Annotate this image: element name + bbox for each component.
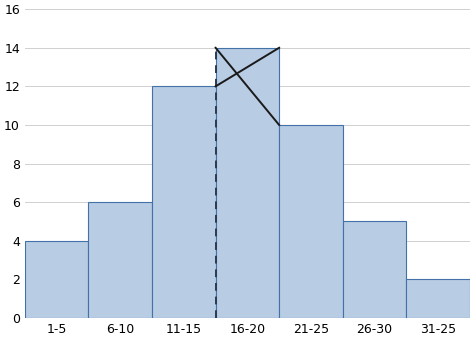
Bar: [25, 241, 89, 318]
Bar: [406, 279, 470, 318]
Bar: [216, 48, 279, 318]
Bar: [279, 125, 343, 318]
Bar: [89, 202, 152, 318]
Bar: [343, 221, 406, 318]
Bar: [152, 86, 216, 318]
